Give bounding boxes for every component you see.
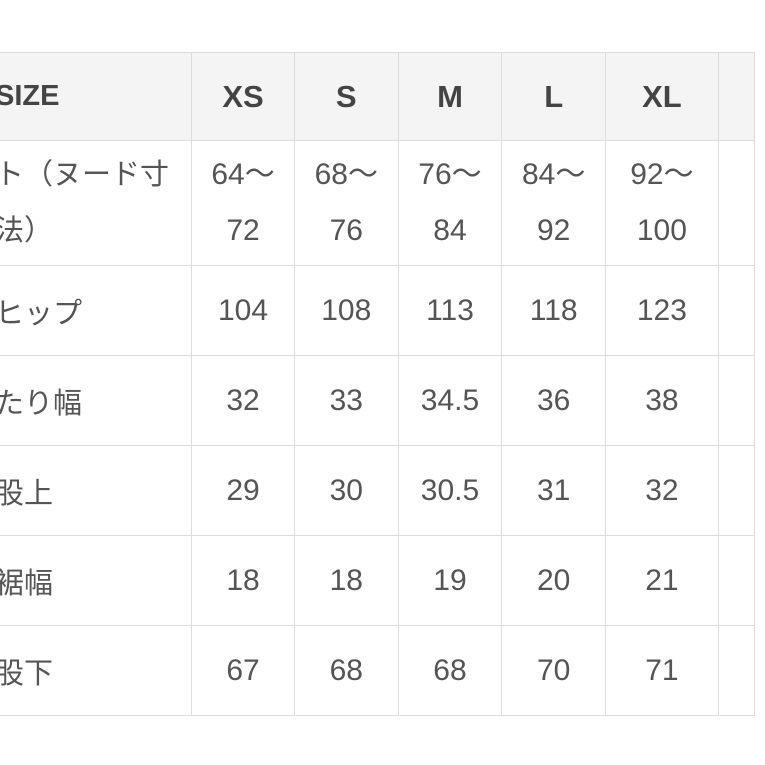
table-cell: 68〜 76	[293, 140, 399, 266]
header-xs: XS	[191, 52, 295, 141]
table-cell: 84〜 92	[501, 140, 607, 266]
header-s: S	[293, 52, 399, 141]
table-cell	[717, 355, 756, 446]
table-cell: 30	[293, 445, 399, 536]
table-cell: 64〜 72	[191, 140, 295, 266]
table-row: ヒップ 104 108 113 118 123	[0, 265, 756, 356]
table-cell: 76〜 84	[397, 140, 503, 266]
table-cell: 18	[191, 535, 295, 626]
size-chart-table: SIZE XS S M L XL ト（ヌード寸法） 64〜 72 68〜 76 76〜…	[0, 52, 756, 716]
table-cell: 71	[605, 625, 719, 716]
row-label: ト（ヌード寸法）	[0, 140, 193, 266]
table-row: たり幅 32 33 34.5 36 38	[0, 355, 756, 446]
table-cell: 29	[191, 445, 295, 536]
table-cell: 123	[605, 265, 719, 356]
row-label: 股下	[0, 625, 193, 716]
table-cell: 36	[501, 355, 607, 446]
table-cell: 68	[293, 625, 399, 716]
row-label: ヒップ	[0, 265, 193, 356]
table-cell: 113	[397, 265, 503, 356]
table-cell: 20	[501, 535, 607, 626]
row-label: 裾幅	[0, 535, 193, 626]
table-cell	[717, 535, 756, 626]
header-extra	[717, 52, 756, 141]
table-cell: 118	[501, 265, 607, 356]
table-cell	[717, 265, 756, 356]
header-size: SIZE	[0, 52, 193, 141]
table-cell: 67	[191, 625, 295, 716]
table-cell: 19	[397, 535, 503, 626]
table-cell: 32	[191, 355, 295, 446]
table-cell: 33	[293, 355, 399, 446]
table-row: 裾幅 18 18 19 20 21	[0, 535, 756, 626]
row-label: 股上	[0, 445, 193, 536]
header-l: L	[501, 52, 607, 141]
table-cell: 92〜 100	[605, 140, 719, 266]
table-cell: 30.5	[397, 445, 503, 536]
table-cell: 108	[293, 265, 399, 356]
table-cell: 34.5	[397, 355, 503, 446]
table-cell: 68	[397, 625, 503, 716]
header-row: SIZE XS S M L XL	[0, 52, 756, 141]
table-row: 股上 29 30 30.5 31 32	[0, 445, 756, 536]
table-cell: 32	[605, 445, 719, 536]
table-cell	[717, 140, 756, 266]
table-cell: 104	[191, 265, 295, 356]
table-cell: 18	[293, 535, 399, 626]
table-cell	[717, 625, 756, 716]
table-cell: 31	[501, 445, 607, 536]
header-xl: XL	[605, 52, 719, 141]
table-row: ト（ヌード寸法） 64〜 72 68〜 76 76〜 84 84〜 92 92〜 100	[0, 140, 756, 266]
header-m: M	[397, 52, 503, 141]
table-cell	[717, 445, 756, 536]
table-cell: 21	[605, 535, 719, 626]
row-label: たり幅	[0, 355, 193, 446]
table-cell: 70	[501, 625, 607, 716]
table-row: 股下 67 68 68 70 71	[0, 625, 756, 716]
table-cell: 38	[605, 355, 719, 446]
